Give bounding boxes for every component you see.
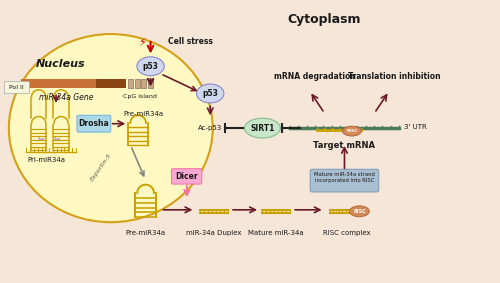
Text: miR-34a Gene: miR-34a Gene	[39, 93, 94, 102]
Text: 3' UTR: 3' UTR	[404, 124, 427, 130]
Ellipse shape	[196, 84, 224, 103]
Text: Pri-miR34a: Pri-miR34a	[27, 157, 65, 163]
Ellipse shape	[9, 34, 212, 222]
Text: p53: p53	[202, 89, 218, 98]
Text: Drosha: Drosha	[78, 119, 109, 128]
Text: Pol II: Pol II	[9, 85, 24, 89]
FancyBboxPatch shape	[77, 115, 111, 132]
FancyBboxPatch shape	[172, 169, 202, 184]
Text: ✂: ✂	[54, 135, 60, 144]
Text: Target mRNA: Target mRNA	[314, 141, 376, 149]
FancyBboxPatch shape	[128, 79, 133, 88]
Ellipse shape	[342, 126, 361, 136]
Text: Pre-miR34a: Pre-miR34a	[126, 230, 166, 236]
Text: p53: p53	[142, 62, 158, 71]
FancyBboxPatch shape	[134, 79, 140, 88]
Text: miR-34a Duplex: miR-34a Duplex	[186, 230, 242, 236]
FancyBboxPatch shape	[310, 169, 379, 192]
Text: SIRT1: SIRT1	[250, 124, 274, 133]
Text: Ac-p53: Ac-p53	[198, 125, 222, 131]
Ellipse shape	[350, 206, 370, 217]
Text: mRNA degradation: mRNA degradation	[274, 72, 355, 81]
Text: Cell stress: Cell stress	[168, 37, 213, 46]
Text: RISC complex: RISC complex	[323, 230, 371, 236]
Bar	[96, 79, 126, 88]
Text: Pre-miR34a: Pre-miR34a	[123, 111, 163, 117]
Ellipse shape	[244, 118, 280, 138]
Text: Cytoplasm: Cytoplasm	[288, 13, 362, 26]
Bar	[22, 79, 111, 88]
Text: Mature miR-34a strand
incorporated into RISC: Mature miR-34a strand incorporated into …	[314, 172, 375, 183]
Text: CpG island: CpG island	[122, 95, 156, 99]
Text: ⚡: ⚡	[138, 38, 146, 48]
Text: Mature miR-34a: Mature miR-34a	[248, 230, 304, 236]
FancyBboxPatch shape	[4, 81, 28, 93]
Text: ✂: ✂	[37, 135, 44, 144]
Text: RISC: RISC	[353, 209, 366, 214]
Text: Translation inhibition: Translation inhibition	[348, 72, 440, 81]
Text: Dicer: Dicer	[176, 172, 198, 181]
Text: Exportin-5: Exportin-5	[90, 152, 112, 182]
FancyBboxPatch shape	[141, 79, 146, 88]
FancyBboxPatch shape	[148, 79, 152, 88]
Text: Nucleus: Nucleus	[36, 59, 86, 69]
Text: RISC: RISC	[346, 129, 358, 133]
Ellipse shape	[137, 57, 164, 76]
